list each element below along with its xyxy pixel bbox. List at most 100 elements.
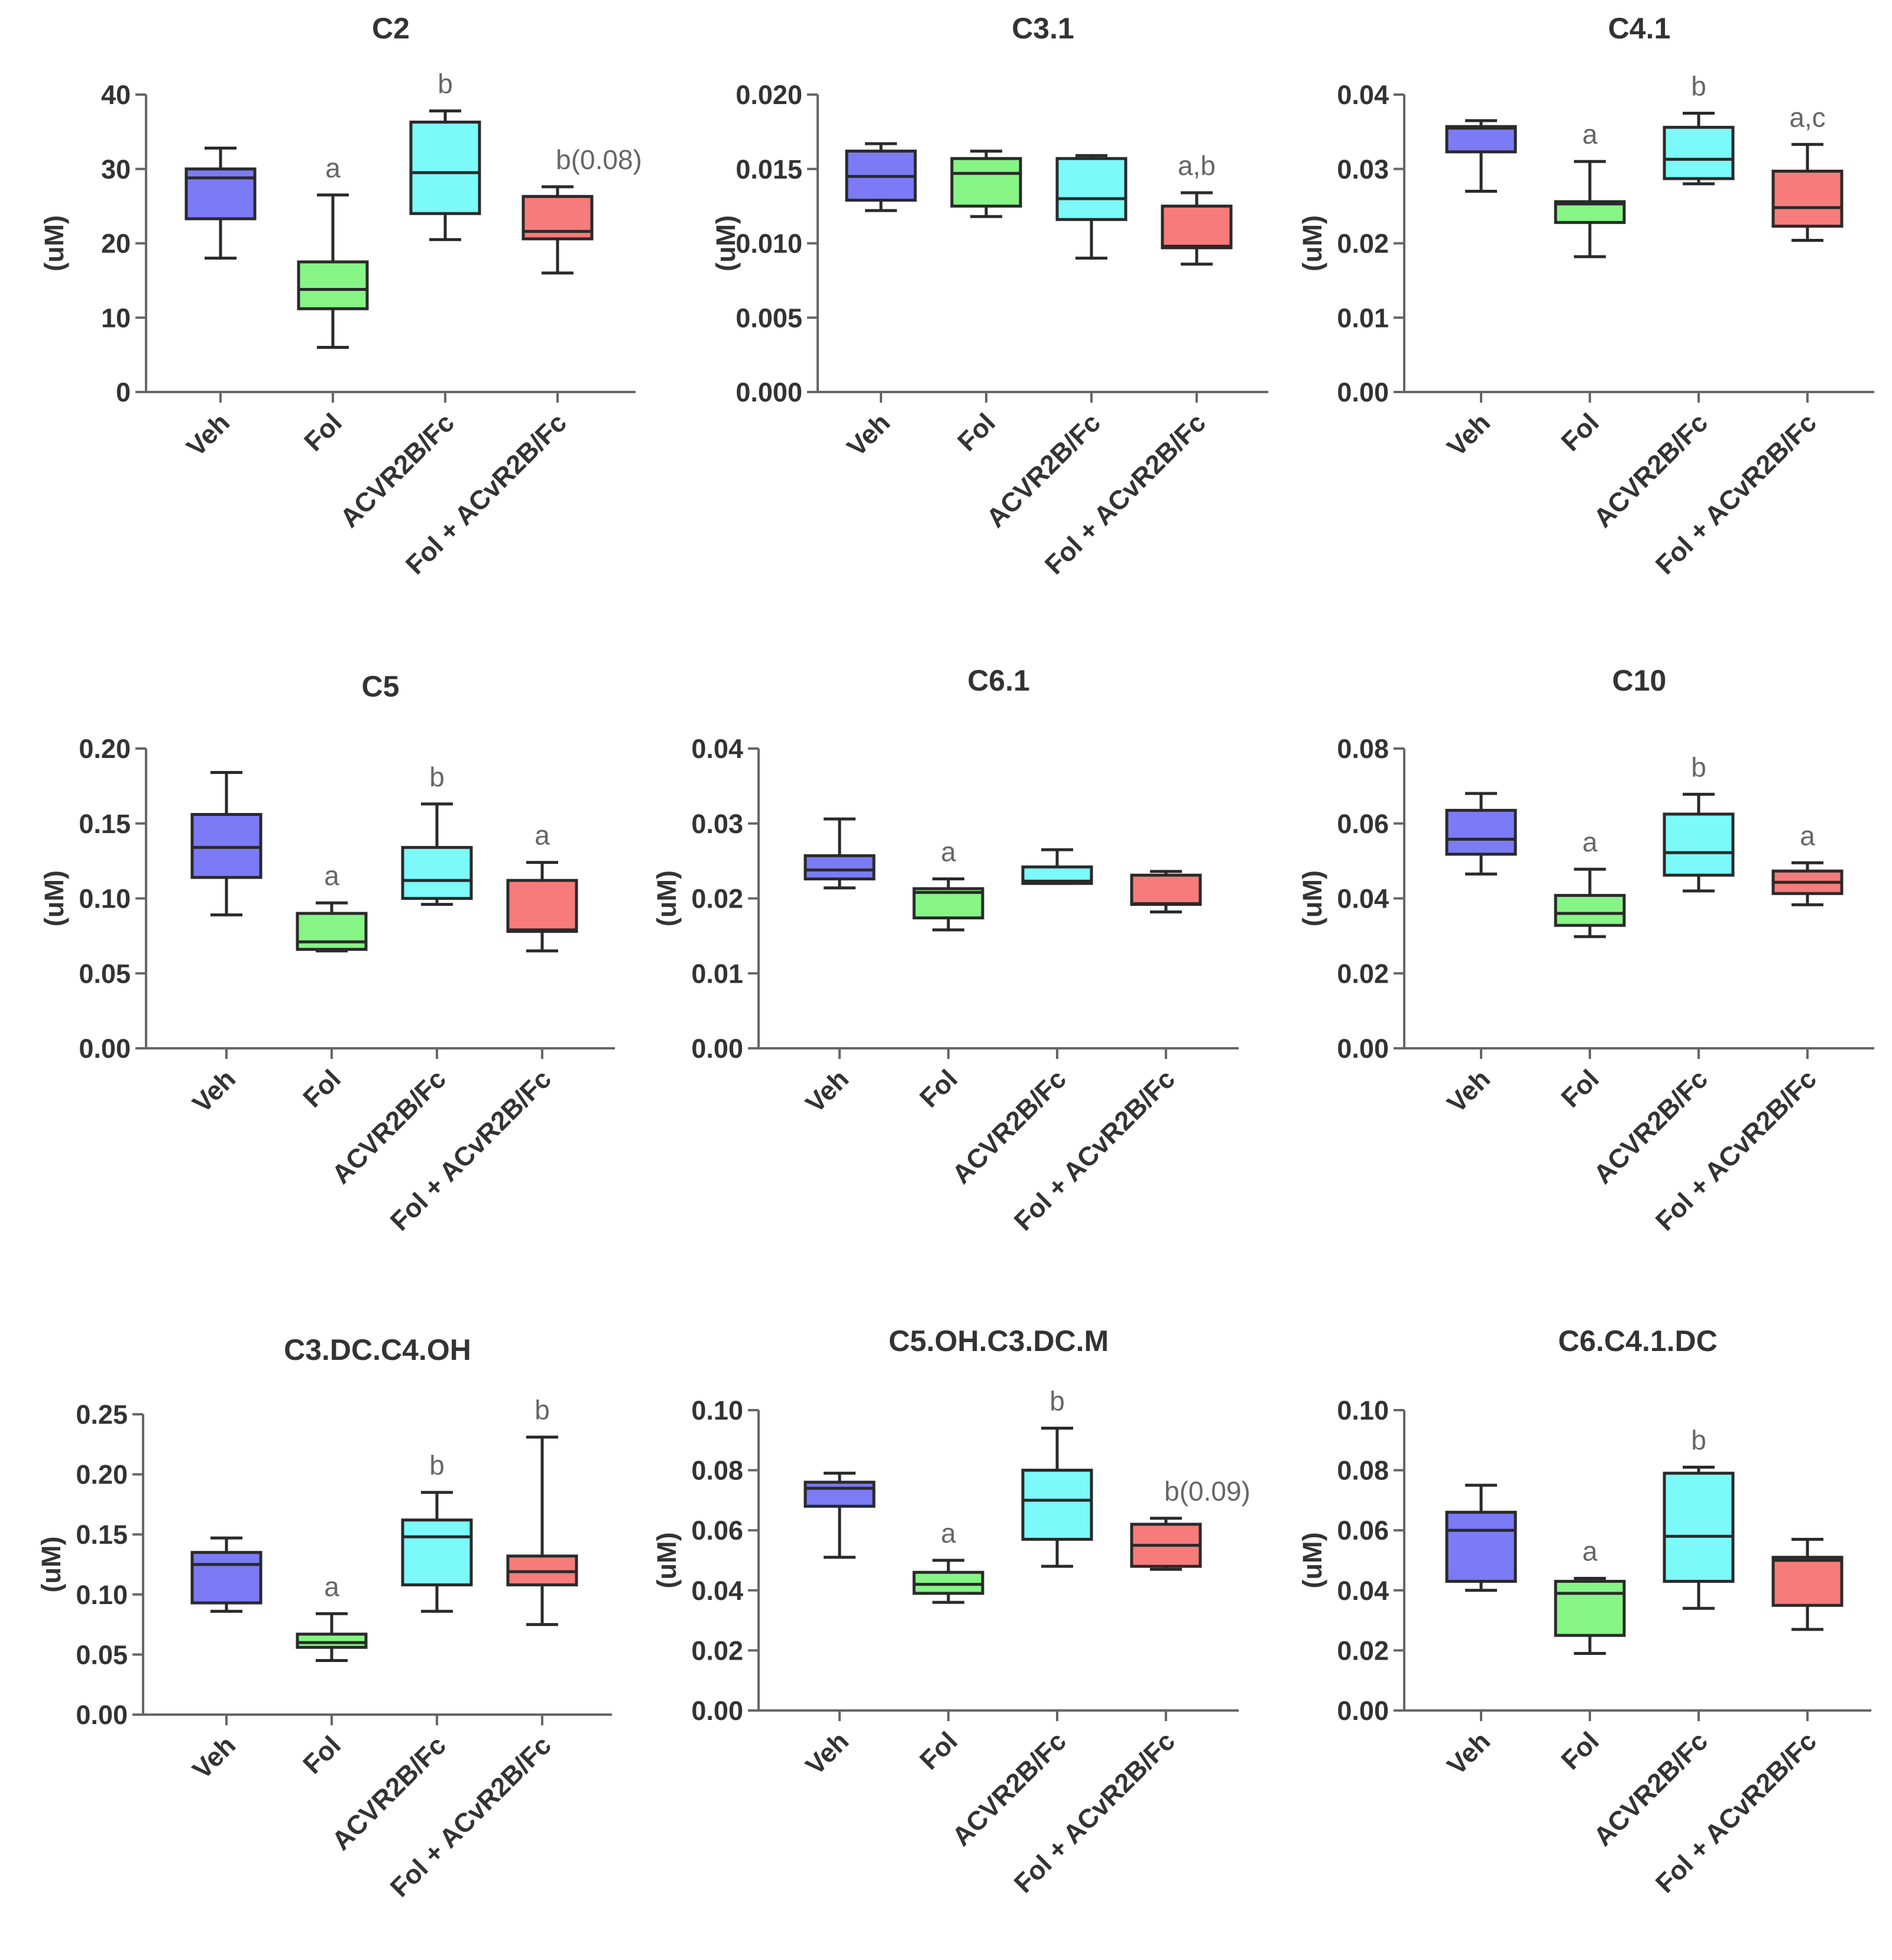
y-tick-label: 0.00	[1337, 377, 1389, 407]
y-tick-label: 0.05	[79, 958, 131, 989]
box-4	[1130, 873, 1202, 906]
x-category-label: Fol	[913, 1726, 963, 1776]
significance-label: a	[324, 860, 339, 891]
x-category-label: Veh	[1441, 407, 1496, 462]
y-tick-label: 0.01	[1337, 303, 1389, 333]
box-4	[1771, 170, 1844, 228]
y-tick-label: 0.10	[1337, 1395, 1389, 1426]
y-tick-label: 0.04	[691, 1576, 743, 1606]
y-tick-label: 20	[101, 229, 131, 259]
panel-title: C2	[372, 12, 410, 45]
box-3	[1055, 157, 1128, 221]
significance-label: a	[1800, 820, 1815, 851]
y-tick-label: 0.02	[691, 1635, 743, 1666]
box-1	[804, 1480, 876, 1508]
y-axis-label: (uM)	[39, 870, 69, 926]
y-axis-label: (uM)	[652, 1533, 682, 1589]
box-3	[409, 121, 481, 215]
significance-label: b	[438, 69, 453, 99]
y-tick-label: 0.06	[1337, 809, 1389, 839]
x-category-label: Veh	[799, 1726, 854, 1781]
y-tick-label: 0.02	[1337, 958, 1389, 989]
y-tick-label: 0.20	[79, 734, 131, 764]
y-tick-label: 0.00	[1337, 1034, 1389, 1064]
y-axis-label: (uM)	[711, 215, 741, 271]
panel-title: C5	[362, 670, 400, 703]
y-tick-label: 0.03	[1337, 154, 1389, 184]
box-2	[950, 157, 1022, 208]
y-tick-label: 0.10	[691, 1395, 743, 1426]
y-tick-label: 0.08	[1337, 1456, 1389, 1486]
box-4	[1771, 1556, 1844, 1607]
significance-label: b	[534, 1395, 550, 1426]
x-category-label: Veh	[1441, 1064, 1496, 1119]
y-tick-label: 0.03	[691, 809, 743, 839]
y-tick-label: 0.06	[1337, 1515, 1389, 1546]
significance-label: a	[534, 820, 550, 851]
y-tick-label: 0.01	[691, 958, 743, 989]
y-axis-label: (uM)	[1297, 870, 1327, 926]
y-tick-label: 0.20	[76, 1460, 128, 1490]
y-tick-label: 0	[116, 377, 131, 407]
box-2	[296, 912, 368, 951]
significance-label: a,c	[1789, 102, 1825, 132]
x-category-label: Fol	[913, 1064, 963, 1113]
significance-label: b	[1691, 1425, 1706, 1456]
x-category-label: Veh	[186, 1730, 241, 1785]
x-category-label: ACVR2B/Fc	[334, 407, 460, 533]
panel-title: C3.1	[1012, 12, 1074, 45]
box-1	[804, 854, 876, 881]
y-tick-label: 0.08	[1337, 734, 1389, 764]
significance-label: a	[324, 1571, 339, 1602]
significance-label: b	[1049, 1385, 1065, 1416]
panel-6: C10(uM)0.000.020.040.060.08VehaFolbACVR2…	[1297, 664, 1874, 1236]
panel-7: C3.DC.C4.OH (uM) 0.00 0.05 0.10 0.15 0.20 0.25 V…	[36, 1333, 612, 1903]
y-tick-label: 0.000	[736, 377, 802, 407]
panel-8: C5.OH.C3.DC.M (uM) 0.00 0.02 0.04 0.06 0.08 0.1…	[652, 1324, 1250, 1899]
y-tick-label: 0.06	[691, 1515, 743, 1546]
y-tick-label: 0.25	[76, 1399, 128, 1430]
box-1	[1445, 809, 1517, 856]
y-tick-label: 0.15	[79, 809, 131, 839]
panel-1: C2(uM)010203040VehaFolbACVR2B/Fcb(0.08)F…	[39, 12, 642, 580]
y-tick-label: 0.15	[76, 1520, 128, 1550]
y-tick-label: 0.015	[736, 154, 802, 184]
y-tick-label: 10	[101, 303, 131, 333]
x-category-label: Veh	[180, 407, 235, 462]
panel-title: C6.C4.1.DC	[1558, 1324, 1718, 1358]
significance-label: a,b	[1178, 150, 1216, 181]
panel-title: C6.1	[967, 664, 1030, 697]
y-tick-label: 0.00	[79, 1034, 131, 1064]
significance-label: a	[941, 1518, 956, 1548]
y-tick-label: 0.04	[1337, 80, 1389, 110]
box-2	[1554, 1580, 1626, 1637]
y-axis-label: (uM)	[1297, 1533, 1327, 1589]
y-tick-label: 0.020	[736, 80, 802, 110]
x-category-label: Fol	[298, 407, 348, 457]
x-category-label: Veh	[1441, 1726, 1496, 1781]
x-category-label: Fol	[1555, 1726, 1605, 1776]
y-tick-label: 0.00	[691, 1696, 743, 1726]
significance-label: b	[1691, 70, 1706, 101]
y-tick-label: 0.10	[76, 1580, 128, 1610]
y-tick-label: 0.10	[79, 884, 131, 914]
panel-title: C10	[1612, 664, 1667, 697]
panel-title: C5.OH.C3.DC.M	[889, 1324, 1109, 1358]
x-category-label: Fol	[1555, 1064, 1605, 1113]
y-tick-label: 0.00	[1337, 1696, 1389, 1726]
significance-label: a	[1582, 119, 1598, 150]
y-tick-label: 0.04	[691, 734, 743, 764]
y-tick-label: 0.02	[1337, 1635, 1389, 1666]
panel-title: C3.DC.C4.OH	[284, 1333, 471, 1366]
box-2	[1554, 893, 1626, 927]
box-2	[912, 1570, 984, 1595]
panel-5: C6.1(uM)0.000.010.020.030.04VehaFolACVR2…	[652, 664, 1239, 1236]
y-tick-label: 0.00	[76, 1700, 128, 1730]
significance-label: a	[1582, 1535, 1598, 1566]
y-tick-label: 0.005	[736, 303, 802, 333]
y-tick-label: 30	[101, 154, 131, 184]
box-4	[1161, 205, 1233, 250]
y-axis-label: (uM)	[39, 215, 69, 271]
box-1	[190, 813, 263, 879]
